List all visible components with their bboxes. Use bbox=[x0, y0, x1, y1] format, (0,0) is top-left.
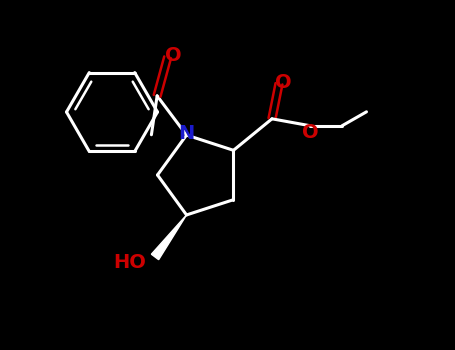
Text: N: N bbox=[178, 124, 195, 143]
Text: HO: HO bbox=[113, 253, 146, 272]
Polygon shape bbox=[152, 215, 187, 260]
Text: O: O bbox=[302, 122, 319, 142]
Text: O: O bbox=[165, 46, 181, 65]
Text: O: O bbox=[275, 72, 292, 92]
